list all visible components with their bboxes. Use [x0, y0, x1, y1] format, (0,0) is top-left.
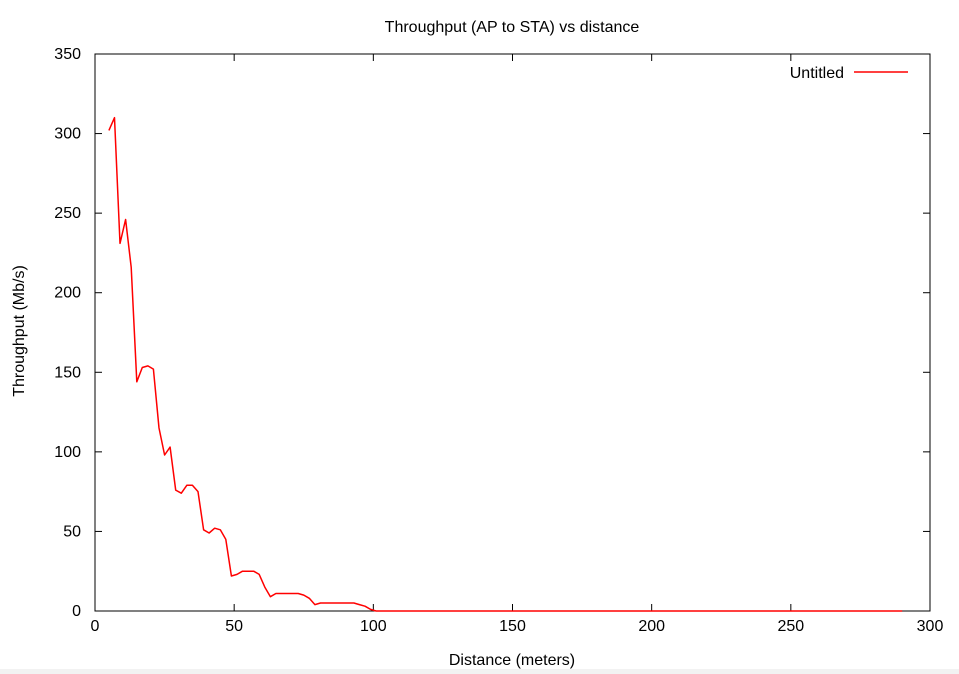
y-axis-label: Throughput (Mb/s): [11, 265, 28, 397]
x-axis-label: Distance (meters): [449, 652, 575, 669]
plot-frame: [94, 53, 931, 612]
y-tick-label: 150: [54, 364, 81, 381]
x-tick-label: 0: [91, 618, 100, 635]
x-tick-label: 50: [225, 618, 243, 635]
x-tick-label: 200: [638, 618, 665, 635]
y-tick-label: 300: [54, 126, 81, 143]
x-tick-label: 300: [917, 618, 944, 635]
y-tick-label: 200: [54, 285, 81, 302]
y-tick-label: 50: [63, 523, 81, 540]
x-tick-label: 100: [360, 618, 387, 635]
x-tick-label: 250: [777, 618, 804, 635]
legend-label: Untitled: [790, 65, 844, 82]
y-tick-label: 0: [72, 603, 81, 620]
series-layer: [108, 116, 903, 612]
y-tick-label: 350: [54, 46, 81, 63]
axis-ticks: 0 50 100 150 200 250 300 0 50 100 150 200 250 300 350: [54, 46, 943, 635]
chart-title: Throughput (AP to STA) vs distance: [385, 19, 640, 36]
legend: Untitled: [790, 65, 908, 82]
y-tick-label: 100: [54, 444, 81, 461]
x-tick-label: 150: [499, 618, 526, 635]
series-line-0: [108, 116, 903, 612]
y-tick-label: 250: [54, 205, 81, 222]
